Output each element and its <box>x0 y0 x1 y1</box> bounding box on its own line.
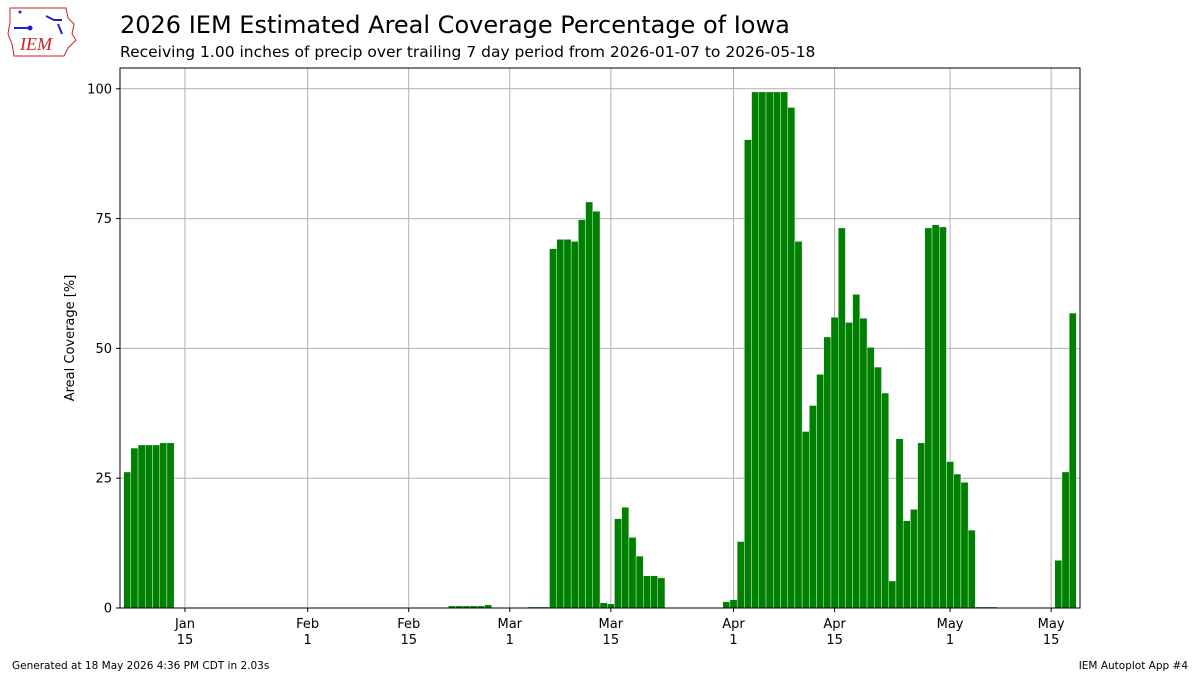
autoplot-app-label: IEM Autoplot App #4 <box>1078 660 1188 672</box>
coverage-bar <box>758 91 767 609</box>
iem-logo: IEM <box>6 4 80 60</box>
coverage-bar <box>152 444 160 609</box>
coverage-bar <box>643 575 651 609</box>
y-tick-label: 25 <box>95 472 112 487</box>
y-axis-label: Areal Coverage [%] <box>63 275 78 402</box>
coverage-bar <box>830 317 839 609</box>
x-ticks: Jan15Feb1Feb15Mar1Mar15Apr1Apr15May1May1… <box>174 608 1065 648</box>
y-ticks: 0 25 50 75 100 <box>87 82 120 617</box>
x-tick-label-day: 15 <box>603 633 620 648</box>
coverage-bar <box>145 444 153 609</box>
x-tick-label-month: Feb <box>397 617 420 632</box>
generated-timestamp: Generated at 18 May 2026 4:36 PM CDT in … <box>12 660 270 672</box>
coverage-bar <box>859 318 868 609</box>
x-tick-label-day: 15 <box>400 633 417 648</box>
coverage-bar <box>130 447 139 609</box>
coverage-bar <box>794 241 803 609</box>
coverage-bar <box>888 580 897 609</box>
coverage-bar <box>939 226 947 609</box>
coverage-bar <box>614 518 622 609</box>
x-tick-label-month: May <box>1038 617 1065 632</box>
coverage-bar <box>852 294 861 609</box>
x-tick-label-day: 1 <box>304 633 312 648</box>
coverage-bar <box>657 577 666 609</box>
x-tick-label-month: Mar <box>599 617 624 632</box>
coverage-bar <box>946 461 954 609</box>
x-tick-label-month: Jan <box>174 617 195 632</box>
coverage-bar <box>809 405 817 609</box>
coverage-bar <box>967 529 976 609</box>
x-tick-label-day: 15 <box>177 633 194 648</box>
coverage-bar <box>736 541 745 609</box>
coverage-bar <box>592 211 601 609</box>
coverage-bar <box>585 201 593 609</box>
coverage-bar <box>837 227 846 609</box>
coverage-bar <box>823 336 832 609</box>
coverage-bar <box>744 139 752 609</box>
coverage-bar <box>931 224 940 609</box>
y-tick-label: 0 <box>104 602 112 617</box>
coverage-bar <box>895 438 904 609</box>
coverage-bar <box>874 366 882 609</box>
coverage-bar <box>650 575 658 609</box>
chart-title: 2026 IEM Estimated Areal Coverage Percen… <box>120 11 790 39</box>
coverage-bar <box>137 444 146 609</box>
x-tick-label-day: 15 <box>826 633 843 648</box>
coverage-bar <box>621 507 630 609</box>
coverage-bar <box>953 473 962 609</box>
coverage-bar <box>751 91 759 609</box>
chart-subtitle: Receiving 1.00 inches of precip over tra… <box>120 43 816 61</box>
coverage-bar <box>1068 312 1077 609</box>
coverage-bar <box>570 241 579 609</box>
coverage-bar <box>917 442 926 609</box>
y-tick-label: 50 <box>95 342 112 357</box>
coverage-bar <box>816 374 824 609</box>
coverage-bar <box>780 91 788 609</box>
logo-text: IEM <box>19 34 53 54</box>
coverage-bar <box>881 392 889 609</box>
x-tick-label-month: Apr <box>722 617 745 632</box>
coverage-bar <box>722 601 731 609</box>
coverage-bar <box>765 91 774 609</box>
coverage-bar <box>801 431 810 609</box>
coverage-bar <box>556 239 565 609</box>
plot-frame <box>119 67 1081 609</box>
x-tick-label-day: 1 <box>946 633 954 648</box>
coverage-bar <box>599 602 608 609</box>
coverage-bar <box>866 347 875 609</box>
y-tick-label: 100 <box>87 82 112 97</box>
coverage-bar <box>578 219 586 609</box>
coverage-bar <box>787 107 796 609</box>
coverage-bar <box>549 248 557 609</box>
coverage-bar <box>729 599 738 609</box>
coverage-bar <box>607 603 615 609</box>
coverage-bar <box>773 91 781 609</box>
x-tick-label-day: 15 <box>1043 633 1060 648</box>
x-tick-label-day: 1 <box>506 633 514 648</box>
coverage-bar <box>924 227 933 609</box>
coverage-bar <box>159 442 168 609</box>
x-tick-label-month: Feb <box>296 617 319 632</box>
coverage-bar <box>123 471 132 609</box>
coverage-bar <box>845 322 853 609</box>
coverage-bar <box>1061 471 1070 609</box>
x-tick-label-month: Mar <box>498 617 523 632</box>
coverage-bar <box>910 509 918 609</box>
coverage-bar <box>902 520 911 609</box>
iowa-map-icon: IEM <box>7 7 77 57</box>
coverage-bar <box>563 239 572 609</box>
x-tick-label-day: 1 <box>729 633 737 648</box>
bars <box>123 91 1077 609</box>
coverage-bar <box>628 537 637 609</box>
x-tick-label-month: Apr <box>823 617 846 632</box>
coverage-bar <box>960 482 969 609</box>
x-tick-label-month: May <box>937 617 964 632</box>
y-tick-label: 75 <box>95 212 112 227</box>
coverage-bar <box>166 442 175 609</box>
coverage-bar <box>1054 560 1063 609</box>
coverage-bar <box>635 555 644 609</box>
